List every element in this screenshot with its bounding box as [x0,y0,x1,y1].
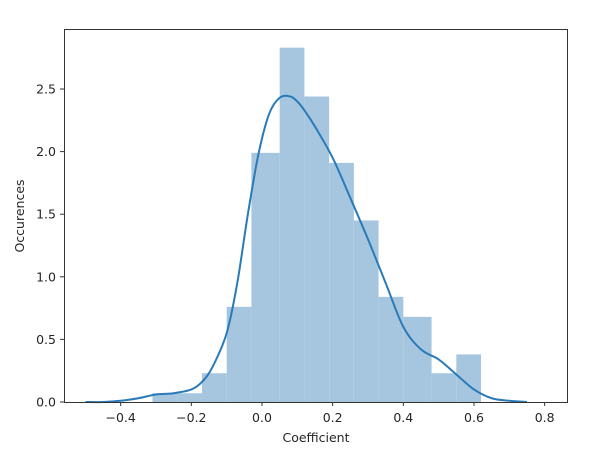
x-tick-label: 0.4 [393,410,413,425]
histogram-bar [431,373,457,402]
x-tick-label: −0.4 [106,410,136,425]
kde-curve [85,94,528,404]
y-axis-ticks: 0.0 0.5 1.0 1.5 2.0 2.5 [36,82,64,410]
histogram-bar [251,152,280,402]
histogram-bar [353,220,379,402]
x-axis-label: Coefficient [282,430,349,445]
histogram-bar [226,306,252,402]
y-tick-label: 1.0 [36,269,56,284]
x-tick-label: 0.2 [323,410,343,425]
x-tick-label: 0.8 [535,410,555,425]
x-tick-label: 0.6 [464,410,484,425]
histogram-bar [279,47,305,403]
histogram-bar [378,296,404,402]
x-tick-label: 0.0 [252,410,272,425]
y-axis-label: Occurences [12,179,27,252]
histogram-bar [177,393,202,402]
y-tick-label: 1.5 [36,207,56,222]
y-tick-label: 0.0 [36,395,56,410]
histogram-bars [152,47,482,403]
histogram-bar [403,316,432,402]
histogram-bar [329,162,354,402]
y-tick-label: 0.5 [36,332,56,347]
x-axis-ticks: −0.4 −0.2 0.0 0.2 0.4 0.6 0.8 [106,402,555,425]
y-tick-label: 2.0 [36,144,56,159]
plot-frame [64,29,568,403]
x-tick-label: −0.2 [176,410,206,425]
histogram-bar [304,96,330,403]
y-tick-label: 2.5 [36,82,56,97]
histogram-bar [152,393,178,402]
